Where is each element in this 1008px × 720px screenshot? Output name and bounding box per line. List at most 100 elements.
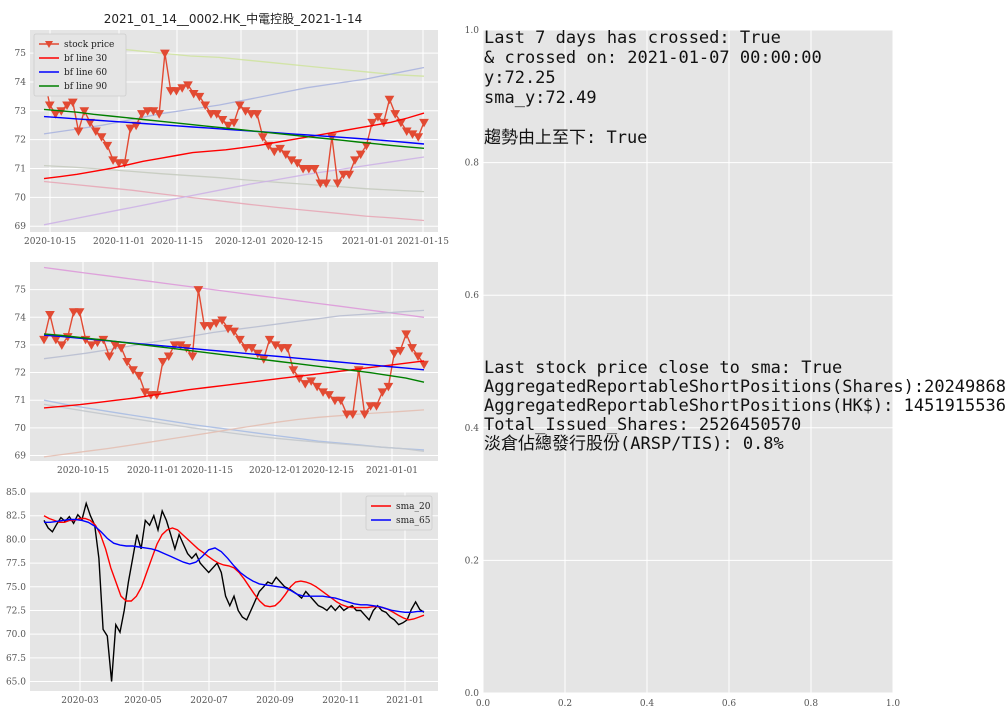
price-marker [119,159,130,168]
info-line: & crossed on: 2021-01-07 00:00:00 [484,48,822,68]
price-marker [330,396,340,406]
price-marker [344,170,355,180]
x-tick-label: 2020-10-15 [24,237,76,247]
x-tick-label: 2020-03 [61,696,99,706]
legend-box [33,33,127,97]
legend-entry: sma_20 [396,502,431,512]
price-marker [350,156,360,165]
x-tick-label: 1.0 [886,699,901,709]
info-line: 趨勢由上至下: True [484,128,647,148]
y-tick-label: 0.2 [465,556,479,566]
price-marker [241,344,251,353]
x-tick-label: 2021-01-15 [397,237,449,247]
price-marker [165,87,176,96]
price-marker [309,165,320,174]
price-marker [73,127,84,137]
price-marker [39,335,49,345]
price-marker [131,121,141,131]
x-tick-label: 2020-10-15 [57,466,109,476]
price-marker [206,110,216,119]
price-marker [298,165,308,174]
x-tick-label: 2021-01-01 [366,466,418,476]
legend-entry: bf line 30 [64,54,107,64]
price-marker [183,81,193,90]
x-tick-label: 0.2 [558,699,572,709]
y-tick-label: 71 [15,396,26,406]
price-marker [276,344,287,353]
price-marker [338,170,349,180]
price-marker [377,388,388,397]
price-marker [217,115,228,125]
price-marker [312,382,322,392]
x-tick-label: 2020-11-15 [181,466,233,476]
price-marker [116,344,127,353]
y-tick-label: 85.0 [6,488,26,498]
price-marker [86,341,97,350]
price-marker [359,410,370,420]
price-marker [122,358,132,367]
legend-entry: stock price [64,40,114,50]
x-tick-label: 2020-07 [190,696,228,706]
price-marker [390,110,401,119]
series-line-bf-line-90 [43,108,425,149]
price-marker [355,150,366,160]
info-line: Total_Issued_Shares: 2526450570 [484,415,801,435]
x-tick-label: 2021-01 [386,696,423,706]
info-line: y:72.25 [484,68,556,88]
price-marker [68,308,79,317]
price-marker [194,92,205,102]
series-line-close [43,500,425,682]
y-tick-label: 71 [15,165,26,175]
y-tick-label: 74 [15,313,27,323]
x-tick-label: 2020-11-01 [127,466,179,476]
series-line-bf-line-30 [43,112,425,180]
price-marker [45,311,55,320]
y-tick-label: 0.8 [465,159,480,169]
price-marker [332,179,343,188]
price-marker [74,308,85,317]
price-marker [413,133,424,142]
y-tick-label: 70.0 [6,630,26,640]
price-marker [384,95,395,105]
x-tick-label: 0.4 [640,699,655,709]
price-marker [347,410,358,420]
y-tick-label: 69 [15,451,27,461]
y-tick-label: 72 [15,136,26,146]
legend-entry: sma_65 [396,516,431,526]
price-marker [341,410,352,420]
price-marker [177,84,188,93]
x-tick-label: 2020-12-15 [271,237,323,247]
info-plot-area [483,30,893,693]
x-tick-label: 2021-01-01 [342,237,394,247]
info-panel: 0.0 0.2 0.4 0.6 0.8 1.0 0.0 0.2 0.4 0.6 0.8 1.0 Last… [465,26,1006,709]
info-line: AggregatedReportableShortPositions(Share… [484,377,1006,397]
x-tick-label: 2020-05 [124,696,162,706]
faint-line [43,409,425,458]
x-tick-label: 0.8 [804,699,819,709]
y-tick-label: 69 [15,222,27,232]
faint-line [43,156,425,226]
price-marker [163,352,174,361]
price-marker [200,101,211,111]
price-marker [365,402,376,411]
y-tick-label: 75.0 [6,583,26,593]
x-tick-label: 2020-11-01 [93,237,145,247]
price-marker [56,341,67,350]
price-marker [401,330,412,339]
y-tick-label: 70 [15,424,27,434]
y-tick-label: 67.5 [6,654,26,664]
price-marker [211,319,222,328]
series-line-bf-line-90 [43,333,425,383]
price-marker [321,179,331,188]
y-tick-label: 73 [15,341,27,351]
price-marker [229,327,239,337]
price-marker [125,124,136,134]
price-marker [113,159,124,168]
price-marker [199,322,210,331]
price-marker [383,382,394,392]
price-marker [193,286,204,295]
x-tick-label: 0.6 [722,699,737,709]
legend-box [365,495,433,531]
y-tick-label: 72 [15,369,26,379]
